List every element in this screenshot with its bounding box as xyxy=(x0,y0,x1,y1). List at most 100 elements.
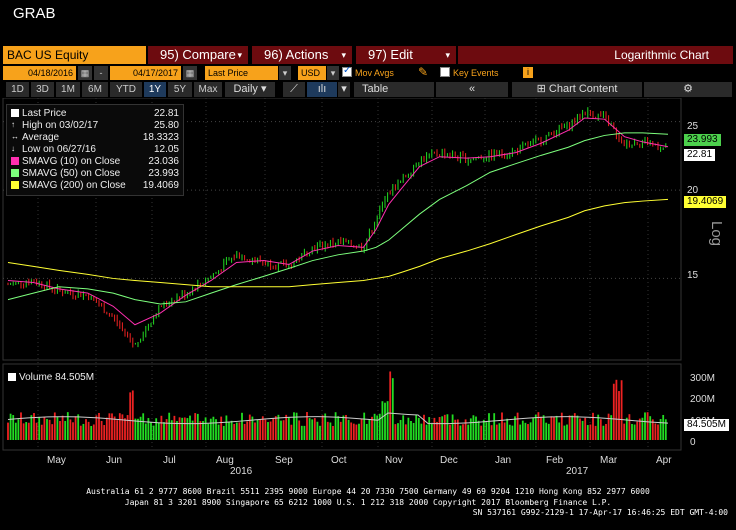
volume-bar xyxy=(521,420,524,440)
period-tab-1d[interactable]: 1D xyxy=(6,82,29,97)
table-button[interactable]: Table xyxy=(354,82,434,97)
line-chart-icon[interactable]: ⟋ xyxy=(283,82,305,97)
volume-bar xyxy=(108,413,111,440)
volume-average-line xyxy=(7,412,669,425)
pencil-icon[interactable]: ✎ xyxy=(418,65,429,79)
volume-bar xyxy=(233,423,236,440)
period-tab-6m[interactable]: 6M xyxy=(82,82,108,97)
volume-bar xyxy=(605,423,607,440)
legend-swatch xyxy=(11,181,19,190)
month-label: May xyxy=(47,455,66,466)
frequency-select[interactable]: Daily ▾ xyxy=(225,82,275,97)
volume-bar xyxy=(238,422,241,440)
volume-bar xyxy=(594,425,597,440)
volume-bar xyxy=(79,425,82,440)
edit-button[interactable]: 97) Edit ▾ xyxy=(356,46,456,64)
volume-bar xyxy=(215,419,217,440)
year-label-2016: 2016 xyxy=(230,466,253,477)
calendar-end-icon[interactable]: ▦ xyxy=(183,66,197,80)
security-input[interactable]: BAC US Equity xyxy=(3,46,146,64)
volume-bar xyxy=(659,419,662,440)
period-tab-5y[interactable]: 5Y xyxy=(168,82,192,97)
volume-bar xyxy=(217,424,220,440)
volume-bar xyxy=(436,421,438,440)
mov-avgs-checkbox[interactable] xyxy=(342,65,352,77)
volume-bar xyxy=(540,416,542,440)
period-tab-3d[interactable]: 3D xyxy=(31,82,54,97)
legend-item: Last Price xyxy=(11,108,66,119)
volume-bar xyxy=(98,412,100,440)
gear-icon[interactable]: ⚙ xyxy=(644,82,732,97)
field-select[interactable]: Last Price xyxy=(205,66,278,80)
volume-bar xyxy=(482,419,485,440)
volume-bar xyxy=(324,413,327,440)
period-tab-max[interactable]: Max xyxy=(194,82,222,97)
volume-bar xyxy=(225,415,228,440)
legend-value: 22.81 xyxy=(153,108,179,119)
volume-bar xyxy=(633,424,636,440)
volume-bar xyxy=(7,422,9,440)
volume-bar xyxy=(511,425,514,440)
volume-bar xyxy=(118,413,121,440)
volume-bar xyxy=(420,423,423,440)
volume-bar xyxy=(410,421,412,440)
volume-bar xyxy=(300,425,303,440)
volume-bar xyxy=(319,425,321,440)
volume-bar xyxy=(90,425,93,440)
bar-style-dropdown-icon[interactable]: ▾ xyxy=(338,82,350,97)
volume-bar xyxy=(537,412,540,440)
volume-bar xyxy=(43,416,46,440)
chart-content-button[interactable]: ⊞ Chart Content xyxy=(512,82,642,97)
month-label: Nov xyxy=(385,455,403,466)
volume-bar xyxy=(248,414,251,440)
legend-value: 12.05 xyxy=(153,144,179,155)
start-date-field[interactable]: 04/18/2016 xyxy=(3,66,76,80)
volume-bar xyxy=(592,412,594,440)
month-label: Jun xyxy=(106,455,123,466)
edit-dropdown-icon: ▾ xyxy=(445,50,450,60)
volume-bar xyxy=(137,418,139,440)
period-tab-1m[interactable]: 1M xyxy=(56,82,80,97)
log-scale-label: Log xyxy=(708,220,726,247)
volume-bar xyxy=(402,415,405,440)
volume-bar xyxy=(87,421,90,440)
volume-bar xyxy=(657,424,659,440)
volume-bar xyxy=(139,416,142,440)
volume-bar xyxy=(350,422,353,440)
end-date-field[interactable]: 04/17/2017 xyxy=(110,66,181,80)
volume-bar xyxy=(241,412,243,440)
compare-button[interactable]: 95) Compare ▾ xyxy=(148,46,248,64)
volume-bar xyxy=(464,419,467,440)
volume-bar xyxy=(306,412,308,440)
legend-item: ↓ Low on 06/27/16 xyxy=(11,144,96,155)
volume-bar xyxy=(170,420,173,440)
field-dropdown-icon[interactable]: ▾ xyxy=(279,66,291,80)
volume-bar xyxy=(298,420,301,440)
volume-bar xyxy=(173,415,176,440)
volume-bar xyxy=(560,412,563,440)
volume-bar xyxy=(222,425,225,440)
key-events-checkbox[interactable] xyxy=(440,67,450,77)
currency-select[interactable]: USD xyxy=(298,66,326,80)
legend-swatch xyxy=(11,157,19,166)
volume-bar xyxy=(345,414,347,440)
actions-button[interactable]: 96) Actions ▾ xyxy=(252,46,352,64)
legend-swatch xyxy=(11,109,19,118)
calendar-start-icon[interactable]: ▦ xyxy=(78,66,92,80)
period-tab-ytd[interactable]: YTD xyxy=(110,82,142,97)
volume-bar xyxy=(454,419,457,440)
volume-bar xyxy=(495,424,498,440)
collapse-chevrons-icon[interactable]: « xyxy=(436,82,508,97)
volume-bar xyxy=(38,416,41,440)
volume-bar xyxy=(332,425,334,440)
info-icon[interactable]: i xyxy=(523,67,533,78)
bar-style-button[interactable]: ılı xyxy=(307,82,337,97)
volume-bar xyxy=(446,414,449,440)
volume-bar xyxy=(204,417,207,440)
volume-bar xyxy=(355,424,358,440)
currency-dropdown-icon[interactable]: ▾ xyxy=(327,66,339,80)
volume-bar xyxy=(53,412,56,440)
volume-bar xyxy=(295,412,298,440)
period-tab-1y[interactable]: 1Y xyxy=(144,82,166,97)
volume-bar xyxy=(641,417,644,440)
